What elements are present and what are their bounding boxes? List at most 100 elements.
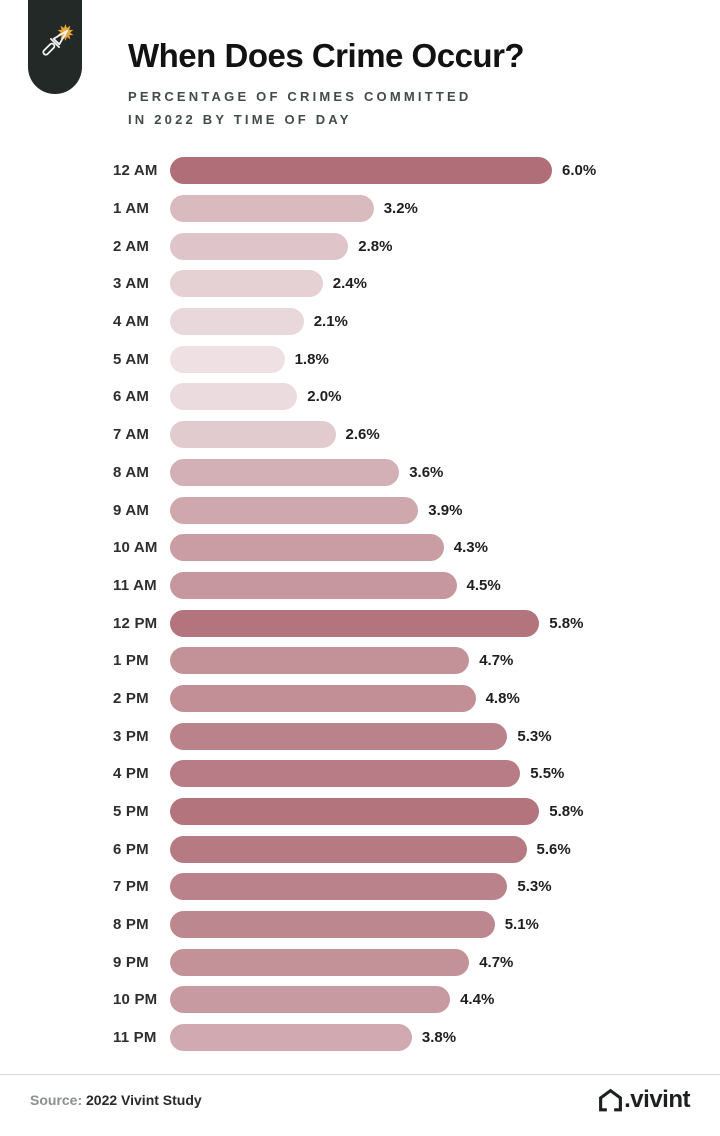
value-label: 6.0% — [562, 162, 597, 180]
bar-chart: 12 AM 6.0% 1 AM 3.2% 2 AM 2.8% 3 AM 2.4%… — [0, 152, 720, 1057]
bar — [170, 157, 552, 185]
value-label: 2.8% — [358, 237, 393, 255]
bar — [170, 421, 336, 449]
value-label: 3.2% — [383, 200, 418, 218]
bar — [170, 345, 285, 373]
time-label: 6 PM — [113, 840, 149, 858]
header: When Does Crime Occur? PERCENTAGE OF CRI… — [128, 37, 525, 132]
bar-row: 3 PM 5.3% — [0, 717, 720, 755]
value-label: 2.6% — [345, 426, 380, 444]
value-label: 2.0% — [307, 388, 342, 406]
subtitle-line-1: PERCENTAGE OF CRIMES COMMITTED — [128, 89, 472, 105]
bar — [170, 609, 540, 637]
time-label: 6 AM — [113, 388, 150, 406]
time-label: 1 PM — [113, 652, 149, 670]
bar — [170, 232, 349, 260]
bar-row: 4 PM 5.5% — [0, 755, 720, 793]
bar-row: 10 PM 4.4% — [0, 981, 720, 1019]
value-label: 5.6% — [536, 840, 571, 858]
time-label: 10 PM — [113, 991, 158, 1009]
value-label: 3.6% — [409, 463, 444, 481]
source-label: Source: — [30, 1092, 83, 1108]
source-note: Source: 2022 Vivint Study — [30, 1092, 202, 1108]
value-label: 5.3% — [517, 727, 552, 745]
bar-row: 2 PM 4.8% — [0, 680, 720, 718]
bar-row: 9 PM 4.7% — [0, 943, 720, 981]
bar-row: 11 PM 3.8% — [0, 1019, 720, 1057]
bar-row: 5 PM 5.8% — [0, 793, 720, 831]
bar — [170, 458, 400, 486]
brand-text: .vivint — [624, 1086, 690, 1113]
time-label: 5 PM — [113, 803, 149, 821]
value-label: 5.5% — [530, 765, 565, 783]
bar-row: 9 AM 3.9% — [0, 491, 720, 529]
time-label: 4 PM — [113, 765, 149, 783]
bar-row: 1 AM 3.2% — [0, 190, 720, 228]
time-label: 12 PM — [113, 614, 158, 632]
knife-icon — [42, 24, 74, 56]
bar-row: 1 PM 4.7% — [0, 642, 720, 680]
bar-row: 8 AM 3.6% — [0, 454, 720, 492]
page-subtitle: PERCENTAGE OF CRIMES COMMITTED IN 2022 B… — [128, 86, 524, 132]
bar — [170, 1024, 412, 1052]
value-label: 4.3% — [453, 539, 488, 557]
time-label: 8 AM — [113, 463, 150, 481]
time-label: 11 PM — [113, 1029, 157, 1047]
value-label: 4.7% — [479, 652, 514, 670]
bar-row: 7 PM 5.3% — [0, 868, 720, 906]
bar — [170, 873, 508, 901]
footer-divider — [0, 1074, 720, 1075]
bar — [170, 647, 470, 675]
time-label: 5 AM — [113, 350, 150, 368]
time-label: 7 PM — [113, 878, 149, 896]
bar — [170, 835, 527, 863]
time-label: 4 AM — [113, 313, 150, 331]
time-label: 8 PM — [113, 916, 149, 934]
value-label: 5.3% — [517, 878, 552, 896]
bar-row: 6 AM 2.0% — [0, 378, 720, 416]
subtitle-line-2: IN 2022 BY TIME OF DAY — [128, 112, 352, 128]
bar-row: 3 AM 2.4% — [0, 265, 720, 303]
time-label: 12 AM — [113, 162, 158, 180]
bar — [170, 308, 304, 336]
vivint-house-icon — [599, 1088, 623, 1111]
page-title: When Does Crime Occur? — [128, 37, 525, 74]
bar-row: 5 AM 1.8% — [0, 340, 720, 378]
time-label: 3 PM — [113, 727, 149, 745]
value-label: 5.1% — [504, 916, 539, 934]
brand-logo: .vivint — [597, 1086, 690, 1114]
bar — [170, 798, 540, 826]
value-label: 4.4% — [460, 991, 495, 1009]
value-label: 5.8% — [549, 614, 584, 632]
time-label: 7 AM — [113, 426, 150, 444]
bar — [170, 383, 298, 411]
bar — [170, 195, 374, 223]
value-label: 2.1% — [313, 313, 348, 331]
bar-row: 8 PM 5.1% — [0, 906, 720, 944]
value-label: 3.8% — [421, 1029, 457, 1047]
value-label: 4.7% — [479, 953, 514, 971]
bar-row: 12 AM 6.0% — [0, 152, 720, 190]
bar — [170, 948, 470, 976]
value-label: 1.8% — [294, 350, 329, 368]
source-text: 2022 Vivint Study — [82, 1092, 202, 1108]
time-label: 2 AM — [113, 237, 150, 255]
time-label: 9 AM — [113, 501, 150, 519]
time-label: 1 AM — [113, 200, 150, 218]
bar — [170, 722, 508, 750]
bar-row: 4 AM 2.1% — [0, 303, 720, 341]
bar — [170, 911, 495, 939]
bar-row: 10 AM 4.3% — [0, 529, 720, 567]
value-label: 5.8% — [549, 803, 584, 821]
value-label: 4.8% — [485, 689, 520, 707]
value-label: 2.4% — [332, 275, 367, 293]
bar-row: 11 AM 4.5% — [0, 567, 720, 605]
value-label: 3.9% — [428, 501, 463, 519]
bar — [170, 986, 451, 1014]
time-label: 3 AM — [113, 275, 150, 293]
time-label: 2 PM — [113, 689, 149, 707]
bar — [170, 571, 457, 599]
bar — [170, 270, 323, 298]
time-label: 9 PM — [113, 953, 149, 971]
